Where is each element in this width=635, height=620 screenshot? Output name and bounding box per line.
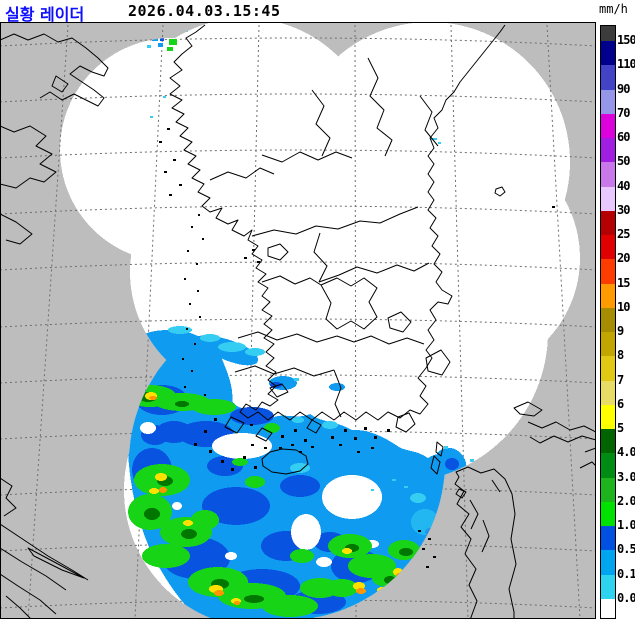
legend-segment (601, 113, 615, 138)
legend-segment (601, 380, 615, 405)
page-title: 실황 레이더 (5, 5, 85, 24)
basemap-lines (0, 24, 597, 620)
legend-label: 3.0 (617, 469, 635, 484)
legend-segment (601, 501, 615, 526)
legend-segment (601, 41, 615, 66)
observation-datetime: 2026.04.03.15:45 (128, 2, 281, 20)
legend-label: 70 (617, 105, 630, 120)
island-dokdo (552, 206, 555, 208)
legend-segment (601, 162, 615, 187)
legend-label: 6 (617, 396, 624, 411)
legend-label: 5 (617, 421, 624, 436)
legend-label: 20 (617, 251, 630, 266)
legend-segment (601, 65, 615, 90)
legend-label: 25 (617, 227, 630, 242)
legend-segment (601, 283, 615, 308)
legend-label: 1.0 (617, 518, 635, 533)
legend-label: 0.1 (617, 566, 635, 581)
echo-clear-gaps (140, 422, 382, 567)
echo-rain-very-heavy (145, 392, 403, 604)
island-jindo (224, 416, 245, 434)
radar-map (0, 18, 597, 620)
legend-segment (601, 526, 615, 551)
coastline-korea (169, 24, 506, 421)
legend-segment (601, 307, 615, 332)
legend-segment (601, 210, 615, 235)
legend: 150 110 90 70 60 50 40 30 25 20 15 10 9 8 7 6 5 4.0 3.0 2.0… (600, 0, 635, 620)
legend-segment (601, 332, 615, 357)
legend-segment (601, 356, 615, 381)
legend-label: 0.0 (617, 590, 635, 605)
island-specks (159, 128, 555, 568)
legend-label: 110 (617, 57, 635, 72)
legend-segment (601, 477, 615, 502)
legend-segment (601, 550, 615, 575)
island-geoje (395, 412, 416, 433)
radar-map-svg (0, 18, 597, 620)
legend-label: 60 (617, 130, 630, 145)
map-frame (0, 22, 596, 619)
legend-unit-label: mm/h (599, 2, 628, 16)
legend-label: 4.0 (617, 445, 635, 460)
legend-label: 40 (617, 178, 630, 193)
precipitation-layer (124, 29, 474, 620)
legend-segment (601, 138, 615, 163)
legend-label: 8 (617, 348, 624, 363)
legend-segment (601, 186, 615, 211)
legend-segment (601, 429, 615, 454)
legend-segment (601, 259, 615, 284)
legend-label: 50 (617, 154, 630, 169)
legend-label: 0.5 (617, 542, 635, 557)
legend-label: 7 (617, 372, 624, 387)
island-jeju (261, 448, 309, 475)
legend-label: 90 (617, 81, 630, 96)
legend-segment (601, 574, 615, 599)
legend-label: 150 (617, 33, 635, 47)
legend-label: 15 (617, 275, 630, 290)
province-boundaries (209, 57, 451, 418)
legend-segment (601, 453, 615, 478)
legend-label: 30 (617, 202, 630, 217)
legend-label: 10 (617, 299, 630, 314)
legend-segment (601, 404, 615, 429)
coastline-japan (430, 401, 597, 620)
legend-label: 9 (617, 324, 624, 339)
legend-segment (601, 235, 615, 260)
legend-bar (600, 25, 616, 619)
legend-segment (601, 598, 615, 618)
coastline-china (0, 33, 109, 620)
header-bar: 실황 레이더 2026.04.03.15:45 mm/h (0, 0, 635, 24)
legend-segment (601, 89, 615, 114)
legend-label: 2.0 (617, 493, 635, 508)
legend-segment (601, 26, 615, 41)
island-ulleungdo (494, 186, 506, 197)
